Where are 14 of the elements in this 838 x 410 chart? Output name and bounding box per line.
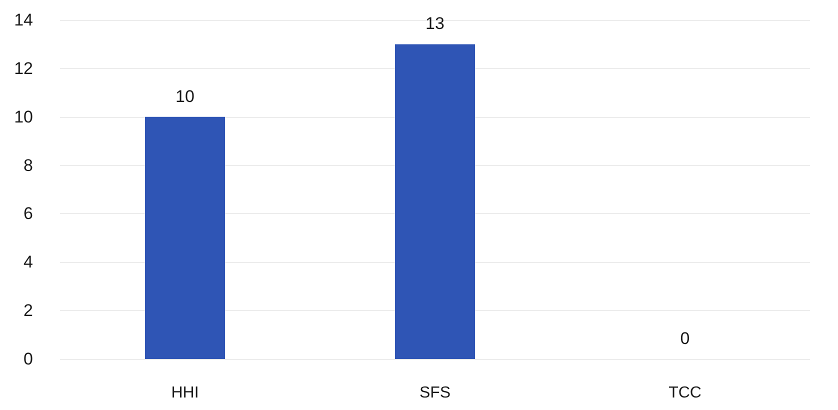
data-label: 0 — [680, 329, 690, 348]
y-tick-label: 2 — [24, 301, 33, 320]
y-tick-label: 6 — [24, 204, 33, 224]
y-tick-label: 8 — [24, 156, 33, 175]
y-tick-label: 12 — [14, 58, 33, 78]
y-tick-label: 4 — [24, 252, 33, 272]
x-tick-label: TCC — [668, 384, 702, 402]
y-tick-label: 0 — [24, 350, 33, 368]
y-tick-label: 14 — [14, 10, 33, 30]
x-tick-label: HHI — [171, 384, 199, 402]
data-label: 13 — [426, 14, 444, 34]
y-tick-label: 10 — [14, 107, 33, 126]
data-label: 10 — [176, 86, 194, 106]
x-tick-label: SFS — [419, 384, 451, 402]
